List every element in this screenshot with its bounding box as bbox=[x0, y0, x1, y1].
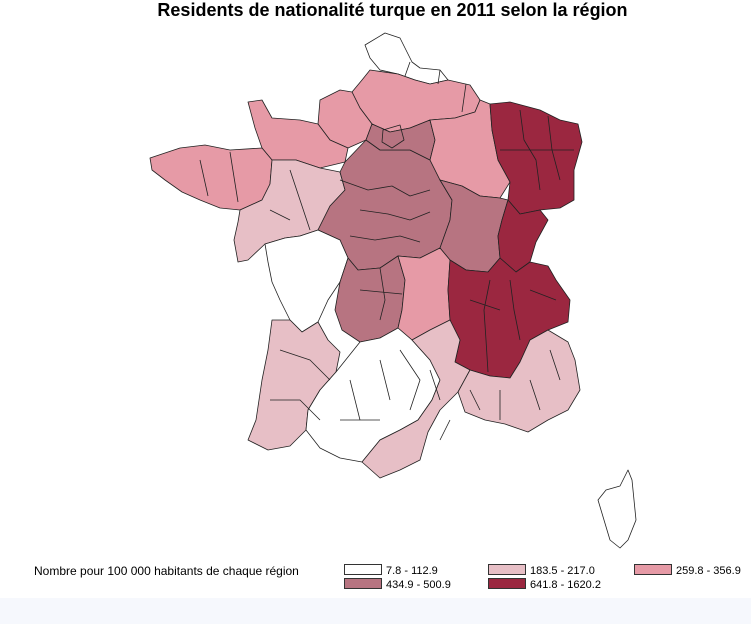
region-languedoc bbox=[361, 319, 471, 479]
legend-title: Nombre pour 100 000 habitants de chaque … bbox=[34, 564, 299, 578]
legend-label-class-2: 183.5 - 217.0 bbox=[530, 565, 595, 577]
region-limousin bbox=[334, 255, 406, 343]
legend-label-class-5: 641.8 - 1620.2 bbox=[530, 579, 601, 591]
region-bretagne bbox=[149, 144, 273, 211]
region-poitou bbox=[264, 229, 349, 333]
legend-swatch-class-4 bbox=[344, 578, 382, 589]
legend-item-class-1: 7.8 - 112.9 bbox=[344, 564, 438, 577]
legend-label-class-1: 7.8 - 112.9 bbox=[386, 565, 438, 577]
legend-item-class-3: 259.8 - 356.9 bbox=[634, 564, 741, 577]
footer-band bbox=[0, 598, 751, 624]
legend-item-class-5: 641.8 - 1620.2 bbox=[488, 578, 601, 591]
legend-swatch-class-5 bbox=[488, 578, 526, 589]
region-paca bbox=[457, 329, 581, 433]
legend-swatch-class-2 bbox=[488, 564, 526, 575]
legend-item-class-4: 434.9 - 500.9 bbox=[344, 578, 451, 591]
legend-label-class-3: 259.8 - 356.9 bbox=[676, 565, 741, 577]
france-choropleth-map bbox=[149, 32, 637, 549]
legend-item-class-2: 183.5 - 217.0 bbox=[488, 564, 595, 577]
legend-swatch-class-1 bbox=[344, 564, 382, 575]
region-corse bbox=[597, 469, 637, 549]
region-lorraine bbox=[489, 101, 583, 215]
legend-swatch-class-3 bbox=[634, 564, 672, 575]
department-boundaries bbox=[199, 61, 574, 441]
map-title: Residents de nationalité turque en 2011 … bbox=[157, 0, 628, 20]
legend-label-class-4: 434.9 - 500.9 bbox=[386, 579, 451, 591]
